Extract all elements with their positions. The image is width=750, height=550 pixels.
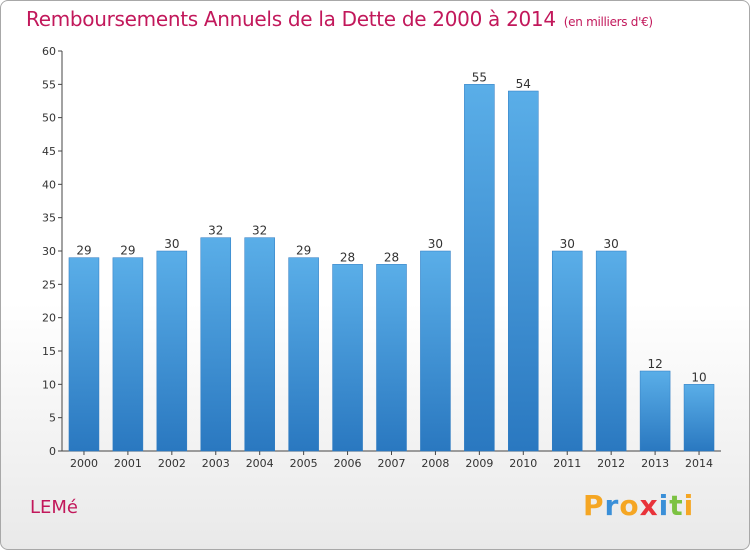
y-tick-label: 30 — [42, 245, 56, 258]
brand-letter: x — [639, 489, 659, 522]
bar — [244, 237, 275, 452]
bar-value-label: 28 — [340, 250, 355, 264]
bar-value-label: 30 — [604, 237, 619, 251]
bar — [595, 250, 627, 452]
brand-letter: i — [683, 489, 695, 522]
x-tick-label: 2009 — [465, 457, 493, 470]
bar — [68, 257, 100, 452]
bar — [376, 264, 407, 452]
chart-title-text: Remboursements Annuels de la Dette de 20… — [26, 7, 556, 31]
bar — [420, 250, 451, 452]
bar-value-label: 54 — [516, 77, 531, 91]
x-tick-label: 2014 — [685, 457, 713, 470]
brand-letter: P — [583, 489, 605, 522]
brand-letter: o — [619, 489, 640, 522]
x-tick-label: 2013 — [641, 457, 669, 470]
x-tick-label: 2006 — [334, 457, 362, 470]
y-tick-label: 45 — [42, 145, 56, 158]
y-tick-label: 35 — [42, 212, 56, 225]
y-tick-label: 55 — [42, 78, 56, 91]
bars — [68, 84, 715, 452]
bar-value-label: 32 — [208, 224, 223, 238]
x-tick-label: 2001 — [114, 457, 142, 470]
bar-value-label: 28 — [384, 250, 399, 264]
y-tick-label: 0 — [49, 445, 56, 458]
brand-letter: t — [669, 489, 684, 522]
y-tick-label: 5 — [49, 412, 56, 425]
x-tick-label: 2005 — [290, 457, 318, 470]
bar — [508, 90, 539, 452]
y-tick-label: 60 — [42, 45, 56, 58]
bar — [200, 237, 232, 452]
bar-value-label: 29 — [296, 244, 311, 258]
bar-value-label: 30 — [560, 237, 575, 251]
chart-unit-label: (en milliers d'€) — [563, 15, 653, 29]
y-tick-label: 50 — [42, 112, 56, 125]
y-tick-label: 10 — [42, 378, 56, 391]
bar — [551, 250, 583, 452]
bar — [332, 264, 363, 452]
bar-value-label: 29 — [76, 244, 91, 258]
brand-logo: Proxiti — [583, 489, 694, 522]
bar-value-label: 30 — [164, 237, 179, 251]
y-tick-label: 40 — [42, 178, 56, 191]
y-tick-label: 15 — [42, 345, 56, 358]
y-tick-label: 20 — [42, 312, 56, 325]
brand-letter: i — [658, 489, 670, 522]
x-tick-label: 2011 — [553, 457, 581, 470]
x-tick-label: 2004 — [246, 457, 274, 470]
labels: 2000 29 2001 29 2002 30 2003 32 2004 32 2005 29 2006… — [70, 70, 713, 470]
y-tick-label: 25 — [42, 278, 56, 291]
bar — [288, 257, 319, 452]
x-tick-label: 2000 — [70, 457, 98, 470]
axes: 0 5 10 15 20 25 30 35 40 45 50 55 60 — [42, 45, 721, 458]
bar — [156, 250, 188, 452]
brand-letter: r — [604, 489, 620, 522]
bar-value-label: 10 — [691, 370, 706, 384]
bar — [112, 257, 144, 452]
x-tick-label: 2003 — [202, 457, 230, 470]
x-tick-label: 2007 — [378, 457, 406, 470]
location-label: LEMé — [30, 497, 79, 518]
bar-value-label: 30 — [428, 237, 443, 251]
chart-title: Remboursements Annuels de la Dette de 20… — [26, 7, 653, 31]
bar-value-label: 12 — [647, 357, 662, 371]
bar-value-label: 32 — [252, 224, 267, 238]
bar-value-label: 55 — [472, 70, 487, 84]
x-tick-label: 2002 — [158, 457, 186, 470]
x-tick-label: 2012 — [597, 457, 625, 470]
bar — [639, 370, 671, 452]
bar-value-label: 29 — [120, 244, 135, 258]
bar — [683, 384, 715, 452]
x-tick-label: 2010 — [509, 457, 537, 470]
bar — [464, 84, 495, 452]
x-tick-label: 2008 — [421, 457, 449, 470]
